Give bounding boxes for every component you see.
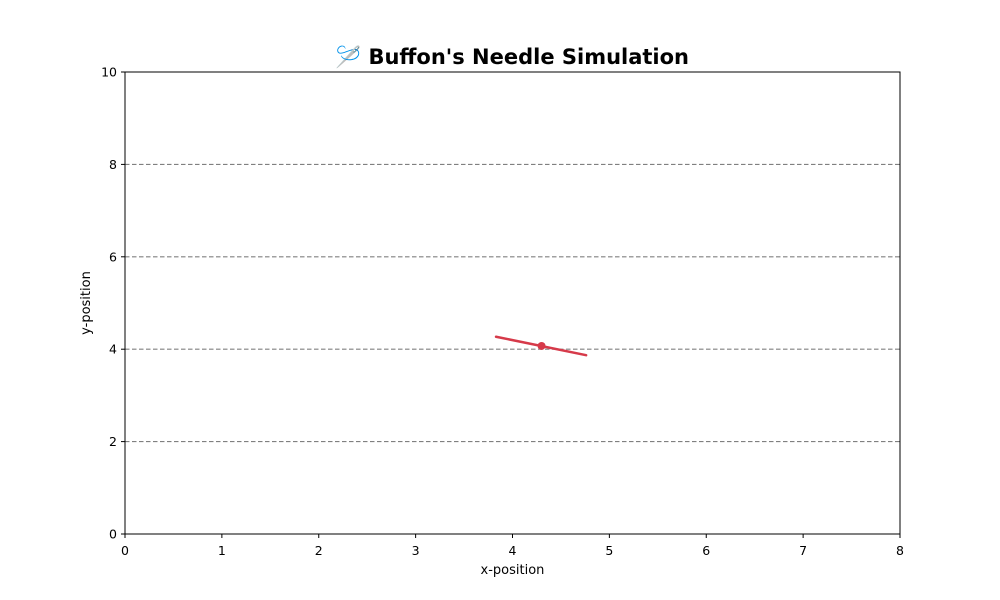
reference-lines [125, 163, 900, 443]
x-tick-label: 7 [799, 543, 807, 558]
y-axis-label: y-position [79, 271, 94, 335]
y-tick-label: 0 [109, 527, 117, 542]
y-tick-label: 2 [109, 434, 117, 449]
plot-frame [124, 71, 901, 535]
x-tick-label: 4 [509, 543, 517, 558]
x-axis-ticks: 0 1 2 3 4 5 6 7 8 [121, 534, 904, 558]
x-tick-label: 8 [896, 543, 904, 558]
y-axis-ticks: 0 2 4 6 8 10 [101, 65, 125, 542]
chart-title: 🪡 Buffon's Needle Simulation [335, 44, 689, 69]
plot-marks [494, 335, 588, 357]
needle-center-point [537, 341, 546, 350]
x-tick-label: 1 [218, 543, 226, 558]
x-tick-label: 2 [315, 543, 323, 558]
x-tick-label: 0 [121, 543, 129, 558]
x-tick-label: 6 [702, 543, 710, 558]
y-tick-label: 10 [101, 65, 117, 80]
y-tick-label: 4 [109, 342, 117, 357]
x-tick-label: 3 [412, 543, 420, 558]
y-tick-label: 8 [109, 157, 117, 172]
y-tick-label: 6 [109, 249, 117, 264]
x-axis-label: x-position [481, 563, 545, 578]
x-tick-label: 5 [605, 543, 613, 558]
